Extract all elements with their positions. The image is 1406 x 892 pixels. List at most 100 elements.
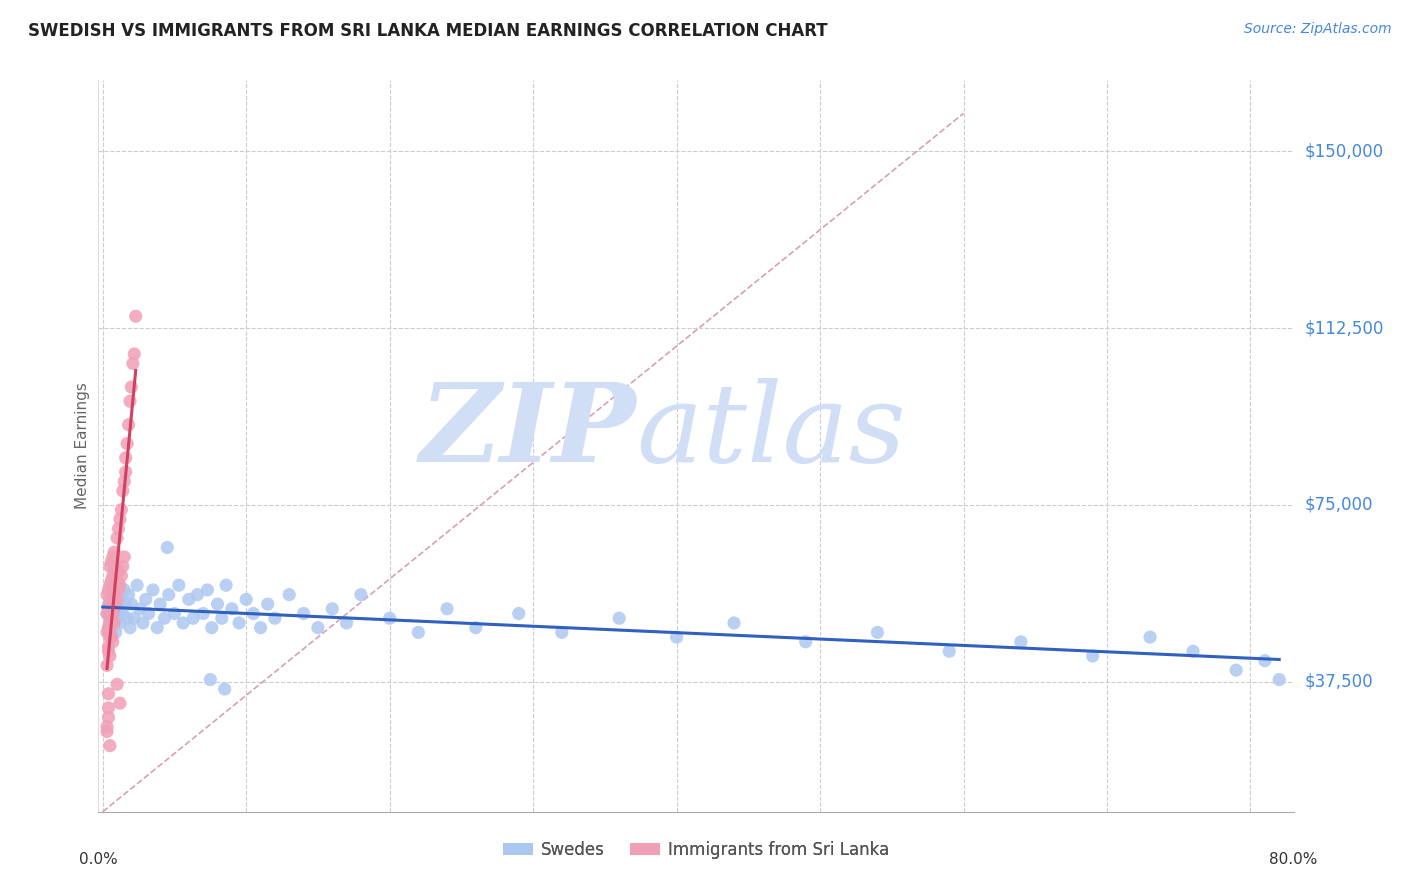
Point <box>112 582 135 597</box>
Point <box>1254 654 1277 668</box>
Point <box>111 483 134 498</box>
Legend: Swedes, Immigrants from Sri Lanka: Swedes, Immigrants from Sri Lanka <box>496 834 896 865</box>
Point <box>156 541 179 555</box>
Point <box>100 611 122 625</box>
Point <box>104 625 127 640</box>
Point <box>723 615 745 630</box>
Point <box>127 578 149 592</box>
Point <box>100 611 122 625</box>
Point <box>112 475 135 489</box>
Point <box>100 602 122 616</box>
Point <box>201 621 224 635</box>
Point <box>103 607 125 621</box>
Point <box>97 687 120 701</box>
Point <box>146 621 169 635</box>
Text: $112,500: $112,500 <box>1305 319 1384 337</box>
Point <box>98 625 121 640</box>
Point <box>101 588 124 602</box>
Point <box>108 512 131 526</box>
Point <box>124 347 146 361</box>
Point <box>107 522 129 536</box>
Point <box>278 588 301 602</box>
Point <box>98 615 121 630</box>
Point <box>97 621 120 635</box>
Point <box>378 611 401 625</box>
Point <box>114 597 136 611</box>
Text: $37,500: $37,500 <box>1305 673 1374 691</box>
Point <box>115 611 138 625</box>
Text: $75,000: $75,000 <box>1305 496 1374 514</box>
Point <box>104 597 127 611</box>
Point <box>186 588 208 602</box>
Point <box>117 588 139 602</box>
Point <box>211 611 233 625</box>
Point <box>100 625 122 640</box>
Point <box>214 681 236 696</box>
Point <box>197 582 219 597</box>
Point <box>96 607 118 621</box>
Point <box>98 597 121 611</box>
Point <box>124 611 146 625</box>
Text: 80.0%: 80.0% <box>1270 852 1317 867</box>
Point <box>132 615 155 630</box>
Point <box>101 549 124 564</box>
Point <box>108 615 131 630</box>
Point <box>177 592 200 607</box>
Point <box>101 615 124 630</box>
Point <box>98 559 121 574</box>
Point <box>153 611 176 625</box>
Point <box>97 582 120 597</box>
Point <box>98 648 121 663</box>
Point <box>104 578 127 592</box>
Point <box>100 574 122 588</box>
Point <box>242 607 264 621</box>
Point <box>292 607 315 621</box>
Point <box>96 625 118 640</box>
Point <box>107 582 129 597</box>
Point <box>118 621 141 635</box>
Point <box>120 597 142 611</box>
Point <box>98 739 121 753</box>
Point <box>551 625 574 640</box>
Point <box>97 710 120 724</box>
Point <box>101 582 124 597</box>
Point <box>794 635 817 649</box>
Point <box>157 588 180 602</box>
Point <box>1182 644 1205 658</box>
Point <box>97 602 120 616</box>
Point <box>215 578 238 592</box>
Point <box>110 502 132 516</box>
Point <box>200 673 222 687</box>
Point <box>96 720 118 734</box>
Point <box>1010 635 1032 649</box>
Point <box>207 597 229 611</box>
Text: $150,000: $150,000 <box>1305 142 1384 160</box>
Point <box>105 677 128 691</box>
Point <box>111 607 134 621</box>
Point <box>104 559 127 574</box>
Point <box>336 615 359 630</box>
Point <box>107 564 129 578</box>
Point <box>100 555 122 569</box>
Point <box>108 696 131 710</box>
Point <box>607 611 630 625</box>
Point <box>508 607 530 621</box>
Point <box>97 644 120 658</box>
Point <box>96 658 118 673</box>
Point <box>866 625 889 640</box>
Point <box>1139 630 1161 644</box>
Point <box>101 592 124 607</box>
Point <box>97 597 120 611</box>
Point <box>100 592 122 607</box>
Point <box>103 602 125 616</box>
Point <box>191 607 214 621</box>
Point <box>117 417 139 432</box>
Text: 0.0%: 0.0% <box>79 852 118 867</box>
Point <box>100 630 122 644</box>
Point <box>115 436 138 450</box>
Point <box>408 625 430 640</box>
Point <box>108 578 131 592</box>
Point <box>103 564 125 578</box>
Point <box>105 611 128 625</box>
Point <box>98 630 121 644</box>
